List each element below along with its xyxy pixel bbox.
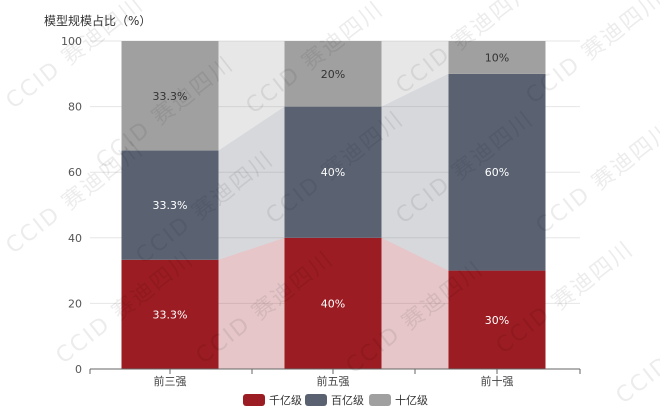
x-tick-label: 前五强 (317, 374, 350, 388)
y-tick-label: 80 (68, 101, 82, 114)
y-tick-label: 40 (68, 232, 82, 245)
legend-label: 百亿级 (331, 394, 364, 407)
bar-segment (284, 106, 382, 238)
legend-swatch (243, 394, 265, 406)
connector-band (218, 237, 285, 369)
legend-swatch (369, 394, 391, 406)
x-tick-label: 前三强 (154, 374, 187, 388)
connector-band (381, 73, 449, 271)
bar-segment (121, 259, 219, 369)
legend: 千亿级 百亿级 十亿级 (243, 393, 428, 407)
connector-band (381, 41, 449, 107)
connector-band (218, 41, 285, 151)
data-label: 20% (321, 68, 345, 81)
bar-segment (284, 41, 382, 107)
connector-bands (218, 41, 449, 369)
bar-segment (121, 41, 219, 151)
data-labels: 33.3% 33.3% 33.3% 40% 40% 20% 30% 60% 10% (153, 51, 510, 326)
data-label: 33.3% (153, 199, 188, 212)
data-label: 30% (485, 314, 509, 327)
bar-segment (448, 270, 546, 369)
data-label: 40% (321, 166, 345, 179)
bar-segment (448, 41, 546, 74)
bar-segment (284, 237, 382, 369)
x-tick-label: 前十强 (481, 374, 514, 388)
bars (121, 41, 546, 369)
data-label: 40% (321, 297, 345, 310)
data-label: 10% (485, 51, 509, 64)
legend-label: 千亿级 (269, 394, 302, 407)
bar-segment (448, 73, 546, 271)
y-tick-label: 100 (61, 35, 82, 48)
y-tick-label: 20 (68, 297, 82, 310)
data-label: 33.3% (153, 90, 188, 103)
connector-band (218, 106, 285, 260)
connector-band (381, 237, 449, 369)
data-label: 60% (485, 166, 509, 179)
legend-swatch (305, 394, 327, 406)
axes: 0 20 40 60 80 100 前三强 前五强 前十强 (61, 35, 581, 388)
y-axis-title: 模型规模占比（%） (44, 13, 151, 28)
legend-label: 十亿级 (395, 393, 428, 407)
data-label: 33.3% (153, 308, 188, 321)
y-tick-label: 0 (75, 363, 82, 376)
bar-segment (121, 150, 219, 260)
y-tick-label: 60 (68, 166, 82, 179)
